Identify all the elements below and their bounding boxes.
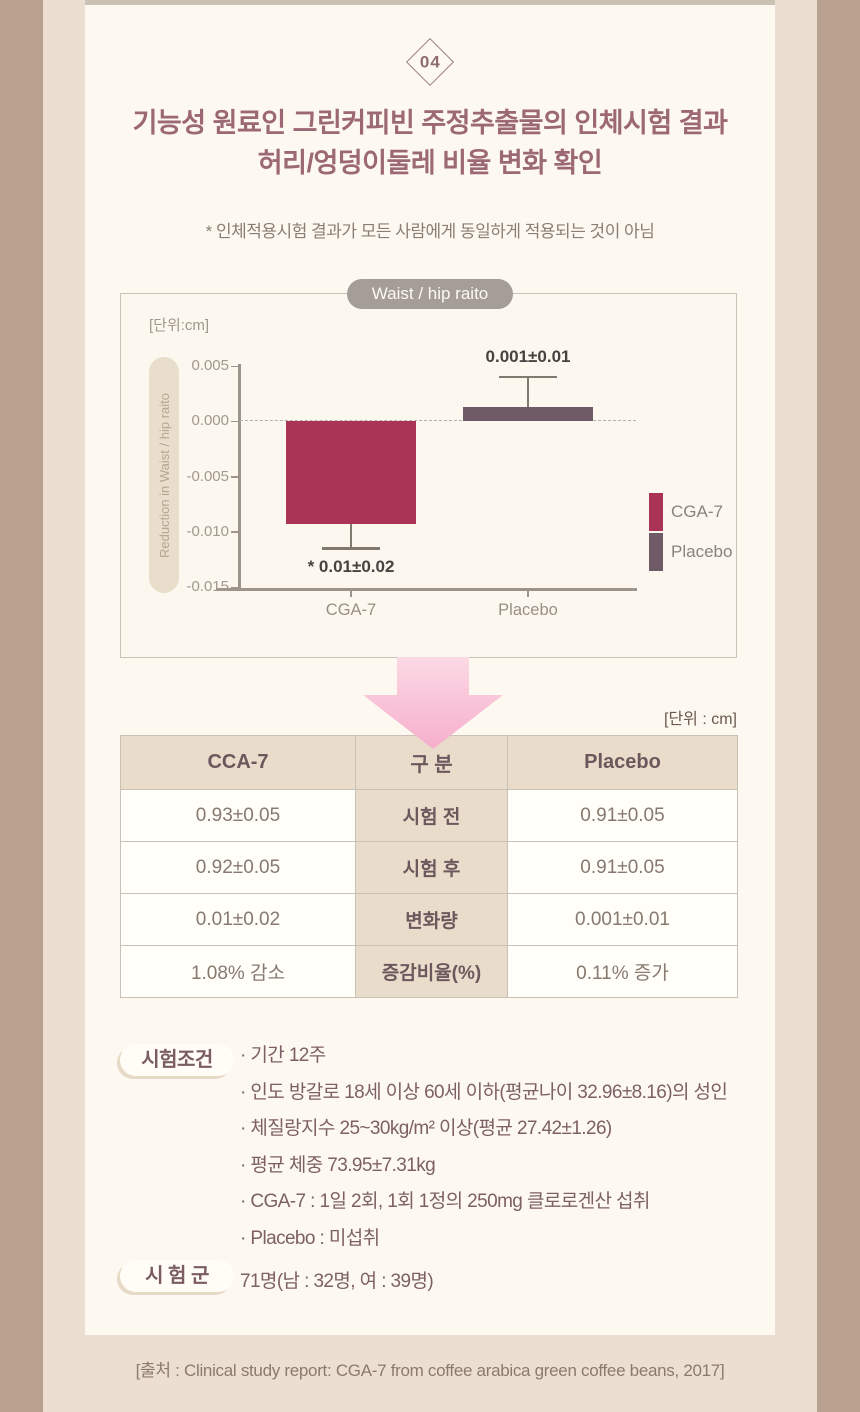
condition-item: · 기간 12주: [240, 1045, 326, 1066]
value-cell: 0.001±0.01: [507, 893, 738, 946]
table-header-row: CCA-7 구 분 Placebo: [120, 735, 738, 790]
chart-title-pill: Waist / hip raito: [347, 279, 513, 309]
legend-swatch-cga-7: [649, 493, 663, 531]
y-tick-mark: [231, 420, 238, 423]
table-row: 0.93±0.05 시험 전 0.91±0.05: [120, 789, 738, 842]
row-label-cell: 변화량: [355, 893, 508, 946]
table-row: 1.08% 감소 증감비율(%) 0.11% 증가: [120, 945, 738, 998]
row-label-cell: 시험 전: [355, 789, 508, 842]
table-unit-label: [단위 : cm]: [664, 711, 737, 728]
conditions-pill: 시험조건: [120, 1044, 234, 1076]
results-table: CCA-7 구 분 Placebo 0.93±0.05 시험 전 0.91±0.05 0.…: [120, 735, 738, 998]
y-tick-label: -0.005: [186, 467, 229, 485]
section-number: 04: [419, 51, 441, 71]
row-label-cell: 증감비율(%): [355, 945, 508, 998]
error-whisker-cap: [322, 547, 380, 550]
error-whisker: [349, 524, 353, 549]
y-tick-mark: [231, 365, 238, 367]
condition-item: · CGA-7 : 1일 2회, 1회 1정의 250mg 클로로겐산 섭취: [240, 1191, 650, 1213]
table-row: 0.92±0.05 시험 후 0.91±0.05: [120, 841, 738, 894]
chart-bar-cga-7: [286, 421, 416, 524]
condition-item: · Placebo : 미섭취: [240, 1227, 380, 1249]
value-cell: 0.92±0.05: [120, 841, 356, 894]
value-cell: 0.91±0.05: [507, 789, 738, 842]
y-tick-label: -0.010: [186, 522, 229, 540]
test-group-value: 71명(남 : 32명, 여 : 39명): [240, 1271, 434, 1292]
page-title-line2: 허리/엉덩이둘레 비율 변화 확인: [257, 148, 603, 178]
card-top-divider: [85, 0, 775, 5]
down-arrow-icon: [363, 657, 503, 749]
y-tick-label: 0.005: [191, 357, 229, 374]
chart-unit-label: [단위:cm]: [149, 317, 210, 334]
x-axis-category-label: CGA-7: [325, 601, 377, 619]
row-label-cell: 시험 후: [355, 841, 508, 894]
table-header-cell: Placebo: [507, 735, 738, 790]
x-tick-mark: [527, 590, 529, 597]
test-group-pill: 시 험 군: [120, 1260, 234, 1292]
chart-annotation: 0.001±0.01: [485, 347, 571, 367]
x-axis-category-label: Placebo: [498, 601, 558, 619]
error-whisker-cap: [499, 375, 557, 379]
y-tick-label: 0.000: [191, 412, 229, 430]
value-cell: 0.01±0.02: [120, 893, 356, 946]
bar-chart-panel: [단위:cm] Reduction in Waist / hip raito 0…: [120, 293, 737, 658]
legend-label: Placebo: [671, 542, 733, 561]
y-tick-mark: [231, 586, 238, 588]
page-title-line1: 기능성 원료인 그린커피빈 주정추출물의 인체시험 결과: [132, 108, 728, 138]
y-tick-label: -0.015: [186, 578, 229, 595]
condition-item: · 평균 체중 73.95±7.31kg: [240, 1154, 436, 1176]
right-border-bar: [817, 0, 860, 1412]
page-title: 기능성 원료인 그린커피빈 주정추출물의 인체시험 결과 허리/엉덩이둘레 비율…: [85, 103, 775, 183]
value-cell: 1.08% 감소: [120, 945, 356, 998]
table-row: 0.01±0.02 변화량 0.001±0.01: [120, 893, 738, 946]
value-cell: 0.91±0.05: [507, 841, 738, 894]
chart-annotation: * 0.01±0.02: [307, 557, 395, 577]
source-citation: [출처 : Clinical study report: CGA-7 from …: [135, 1361, 725, 1380]
value-cell: 0.93±0.05: [120, 789, 356, 842]
y-tick-mark: [231, 531, 238, 533]
legend-label: CGA-7: [671, 502, 723, 521]
y-tick-mark: [231, 476, 238, 478]
y-axis-label-capsule: Reduction in Waist / hip raito: [149, 357, 179, 593]
error-whisker: [526, 377, 530, 407]
condition-item: · 인도 방갈로 18세 이상 60세 이하(평균나이 32.96±8.16)의…: [240, 1081, 728, 1103]
zero-dashed-line: [240, 420, 636, 421]
conditions-list: · 기간 12주 · 인도 방갈로 18세 이상 60세 이하(평균나이 32.9…: [240, 1038, 760, 1258]
x-tick-mark: [350, 590, 352, 597]
table-header-cell: CCA-7: [120, 735, 356, 790]
chart-bar-placebo: [463, 406, 593, 422]
legend-swatch-placebo: [649, 533, 663, 571]
x-axis-line: [217, 588, 637, 591]
left-border-bar: [0, 0, 43, 1412]
disclaimer-note: * 인체적용시험 결과가 모든 사람에게 동일하게 적용되는 것이 아님: [205, 222, 655, 241]
y-axis-line: [238, 364, 241, 591]
value-cell: 0.11% 증가: [507, 945, 738, 998]
condition-item: · 체질랑지수 25~30kg/m² 이상(평균 27.42±1.26): [240, 1118, 612, 1140]
